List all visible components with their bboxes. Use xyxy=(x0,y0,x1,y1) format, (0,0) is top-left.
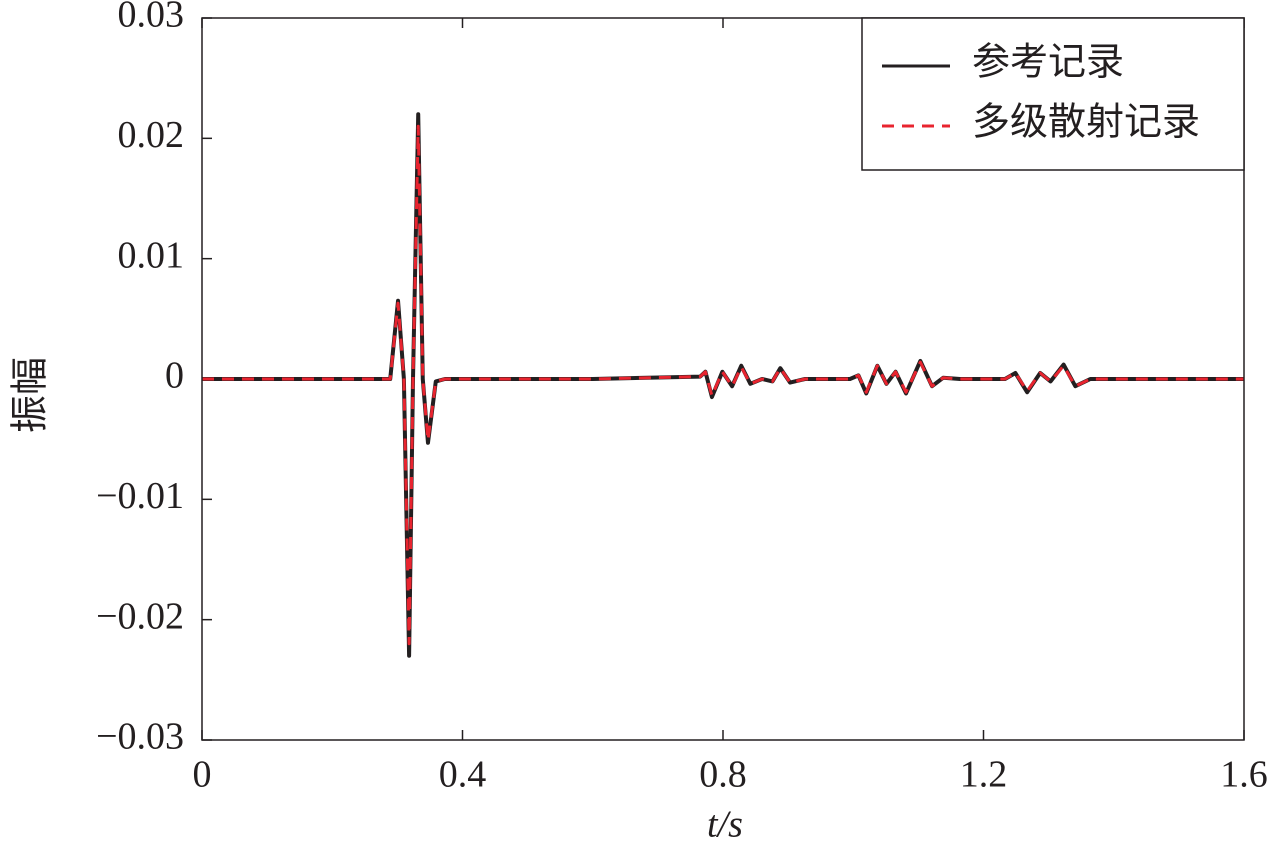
y-tick-label: −0.03 xyxy=(96,716,184,758)
series-line xyxy=(202,124,1244,646)
y-tick-label: 0 xyxy=(165,355,184,397)
x-axis-label: t/s xyxy=(707,804,743,846)
series-line xyxy=(202,112,1244,658)
x-tick-label: 0.4 xyxy=(439,754,487,796)
legend-label: 参考记录 xyxy=(972,42,1124,84)
legend-box xyxy=(861,17,1245,171)
y-tick-label: −0.01 xyxy=(96,475,184,517)
y-tick-label: 0.02 xyxy=(118,114,185,156)
plot-frame xyxy=(201,17,1245,741)
x-tick-label: 1.6 xyxy=(1220,754,1268,796)
y-axis-label: 振幅 xyxy=(10,357,52,433)
x-tick-label: 0.8 xyxy=(699,754,747,796)
legend-label: 多级散射记录 xyxy=(972,102,1200,144)
y-tick-label: 0.03 xyxy=(118,0,185,36)
x-tick-label: 0 xyxy=(193,754,212,796)
y-tick-label: −0.02 xyxy=(96,595,184,637)
x-tick-label: 1.2 xyxy=(960,754,1008,796)
y-tick-label: 0.01 xyxy=(118,234,185,276)
